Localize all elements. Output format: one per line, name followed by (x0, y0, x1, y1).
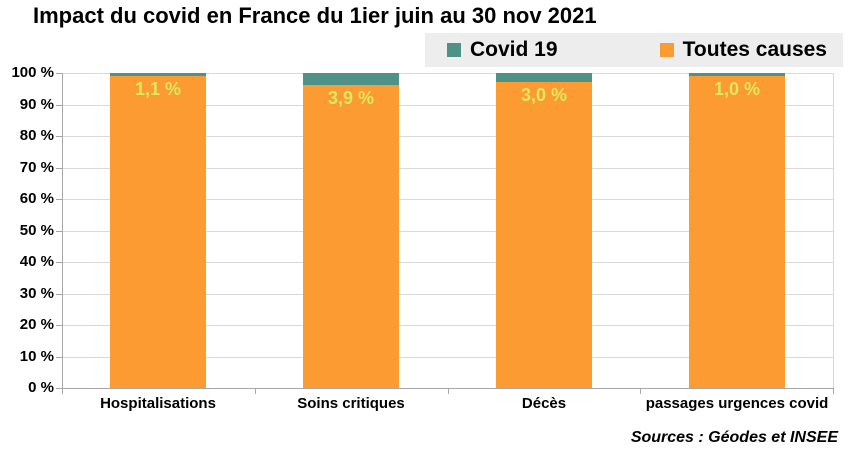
legend-label-toutes-causes: Toutes causes (682, 38, 827, 61)
x-axis-line (56, 388, 834, 389)
bar-data-label: 1,0 % (713, 79, 761, 99)
bar-segment-toutes-causes (496, 82, 592, 388)
y-tick-label: 40 % (19, 253, 54, 270)
gridline (62, 136, 833, 137)
chart-title: Impact du covid en France du 1ier juin a… (33, 3, 597, 28)
gridline (62, 294, 833, 295)
plot-border-right (833, 73, 834, 388)
y-axis-tick (56, 136, 62, 137)
bar-segment-covid19 (110, 73, 206, 76)
y-tick-label: 90 % (19, 96, 54, 113)
x-category-label: Décès (521, 395, 567, 412)
y-axis-tick (56, 388, 62, 389)
bar-segment-toutes-causes (303, 85, 399, 388)
gridline (62, 105, 833, 106)
bar-segment-covid19 (689, 73, 785, 76)
gridline (62, 168, 833, 169)
legend-swatch-covid19-icon (447, 43, 461, 57)
gridline (62, 262, 833, 263)
y-axis-tick (56, 294, 62, 295)
y-tick-label: 10 % (19, 348, 54, 365)
y-axis-tick (56, 168, 62, 169)
y-axis-tick (56, 105, 62, 106)
y-axis-tick (56, 231, 62, 232)
y-axis-line (62, 73, 63, 389)
x-category-label: Soins critiques (297, 395, 405, 412)
y-tick-label: 30 % (19, 285, 54, 302)
y-tick-label: 50 % (19, 222, 54, 239)
x-axis-tick (62, 388, 63, 394)
y-tick-label: 70 % (19, 159, 54, 176)
x-axis-tick (448, 388, 449, 394)
x-axis-tick (833, 388, 834, 394)
x-category-label: passages urgences covid (645, 395, 829, 412)
gridline (62, 199, 833, 200)
y-tick-label: 80 % (19, 127, 54, 144)
legend-swatch-toutes-causes-icon (659, 43, 674, 57)
bar-data-label: 3,0 % (520, 85, 568, 105)
y-axis-tick (56, 262, 62, 263)
y-tick-label: 0 % (28, 379, 54, 396)
gridline (62, 325, 833, 326)
gridline (62, 231, 833, 232)
gridline (62, 73, 833, 74)
bar-data-label: 1,1 % (134, 79, 182, 99)
legend-item-toutes-causes: Toutes causes (659, 38, 827, 62)
bar-segment-toutes-causes (110, 76, 206, 388)
y-axis-tick (56, 357, 62, 358)
y-tick-label: 100 % (11, 64, 54, 81)
source-note: Sources : Géodes et INSEE (630, 429, 838, 446)
gridline (62, 357, 833, 358)
bar-segment-covid19 (496, 73, 592, 82)
y-tick-label: 60 % (19, 190, 54, 207)
bar-segment-covid19 (303, 73, 399, 85)
x-category-label: Hospitalisations (100, 395, 216, 412)
y-axis-tick (56, 325, 62, 326)
x-axis-tick (255, 388, 256, 394)
y-axis-tick (56, 73, 62, 74)
bar-segment-toutes-causes (689, 76, 785, 388)
chart-legend: Covid 19 Toutes causes (425, 33, 843, 67)
x-axis-tick (640, 388, 641, 394)
y-axis-tick (56, 199, 62, 200)
bar-data-label: 3,9 % (327, 88, 375, 108)
y-tick-label: 20 % (19, 316, 54, 333)
legend-label-covid19: Covid 19 (470, 38, 558, 61)
legend-item-covid19: Covid 19 (447, 38, 558, 62)
